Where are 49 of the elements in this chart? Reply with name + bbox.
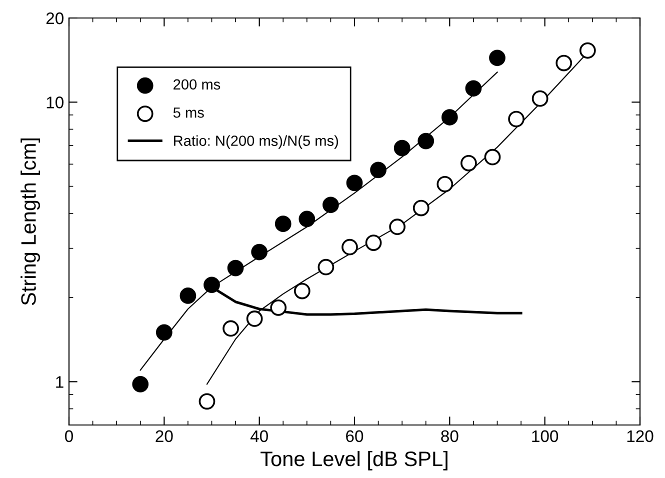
point: [222, 320, 239, 337]
y-tick-label: 20: [46, 12, 64, 24]
point: [436, 176, 454, 192]
point: [412, 200, 430, 216]
x-tick-label: 0: [65, 430, 73, 442]
line-series: [140, 72, 498, 371]
y-tick-label: 1: [56, 376, 64, 388]
point: [365, 234, 382, 251]
point: [274, 216, 292, 232]
legend-label: 5 ms: [173, 108, 204, 118]
legend-label: Ratio: N(200 ms)/N(5 ms): [174, 135, 338, 149]
y-axis-title: String Length [cm]: [20, 138, 40, 306]
x-axis-title: Tone Level [dB SPL]: [260, 450, 448, 470]
point: [318, 258, 334, 276]
point: [556, 54, 572, 72]
point: [342, 238, 358, 256]
point: [394, 140, 410, 156]
point: [508, 110, 524, 128]
x-tick-label: 100: [532, 430, 558, 442]
point: [294, 282, 310, 300]
point: [465, 80, 482, 97]
x-tick-label: 60: [346, 430, 364, 442]
x-tick-label: 120: [627, 430, 654, 442]
x-tick-label: 20: [156, 430, 173, 442]
point: [579, 42, 596, 59]
point: [532, 90, 548, 107]
point: [204, 276, 220, 294]
point: [246, 310, 263, 327]
point: [198, 393, 216, 410]
x-tick-label: 40: [250, 430, 268, 442]
point: [251, 244, 268, 260]
point: [298, 210, 316, 228]
point: [370, 162, 386, 178]
point: [484, 148, 501, 166]
point: [460, 154, 477, 172]
point: [389, 218, 406, 236]
y-tick-label: 10: [46, 96, 64, 108]
point: [270, 299, 287, 316]
point: [132, 376, 149, 392]
point: [489, 50, 506, 66]
x-tick-label: 80: [441, 430, 458, 442]
point: [227, 260, 244, 276]
point: [418, 132, 434, 150]
point: [156, 324, 172, 341]
point: [441, 109, 458, 126]
legend-label: 200 ms: [174, 79, 220, 90]
point: [180, 288, 196, 304]
point: [346, 174, 363, 192]
point: [322, 196, 339, 214]
